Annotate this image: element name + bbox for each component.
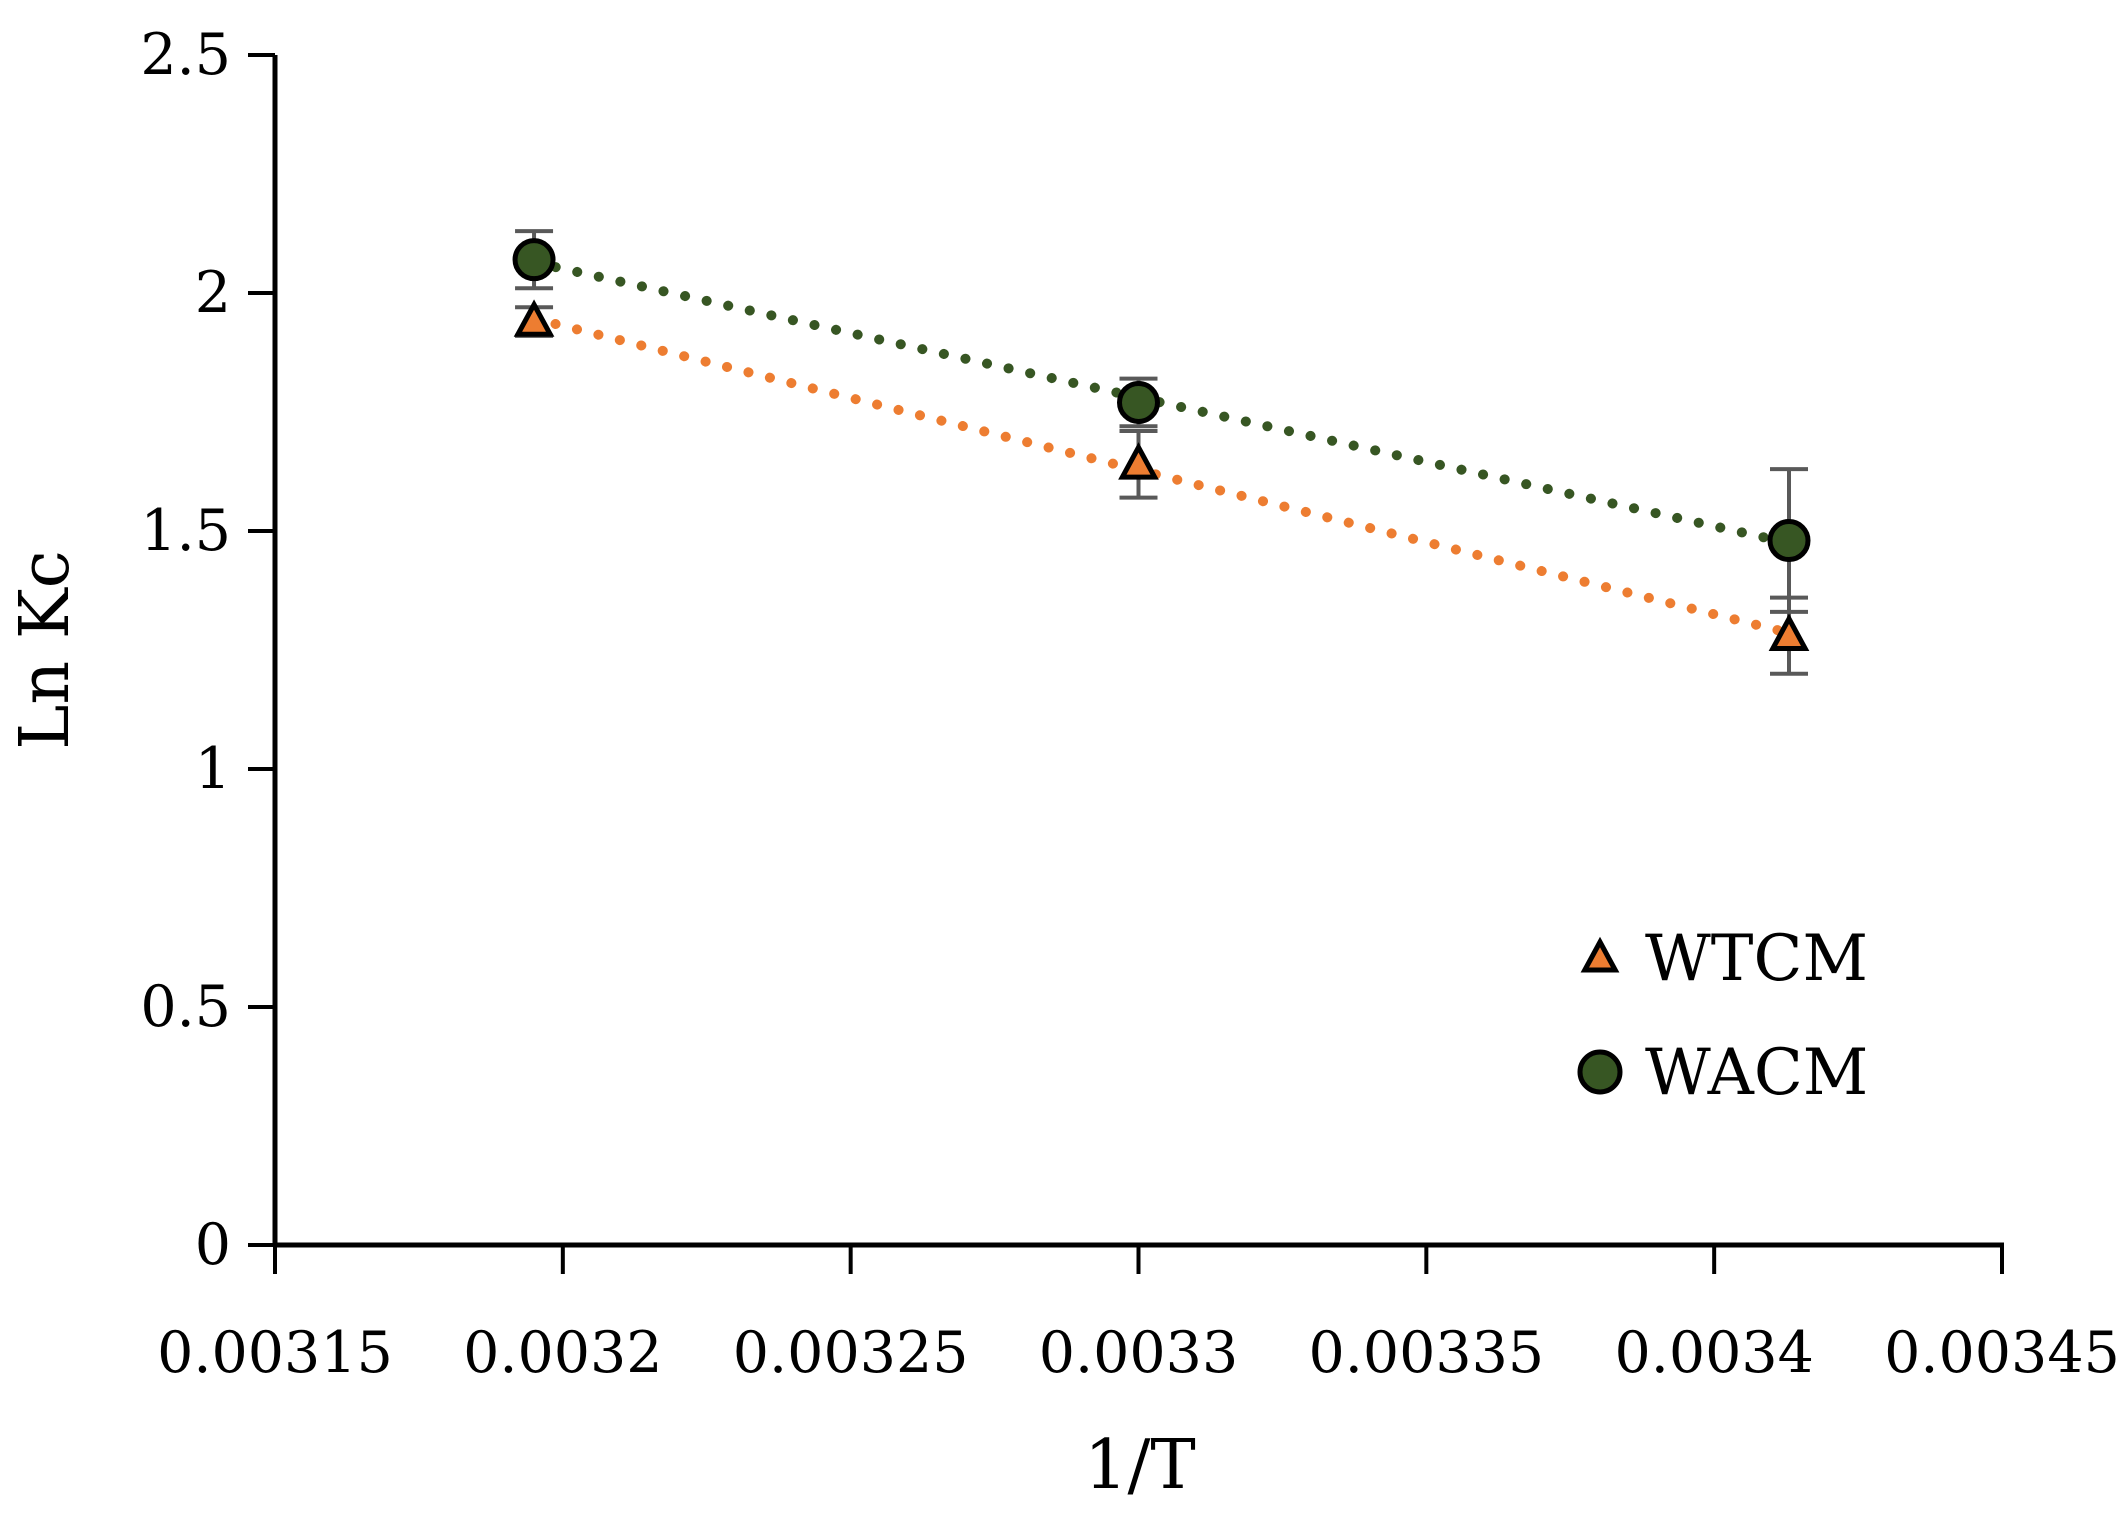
data-point-wtcm [1118, 442, 1159, 480]
trendline-wtcm [529, 313, 1795, 638]
x-tick-label: 0.0033 [1039, 1320, 1238, 1386]
legend-label-wtcm: WTCM [1645, 922, 1868, 996]
y-tick-label: 2.5 [140, 22, 231, 88]
x-tick-label: 0.00315 [157, 1320, 393, 1386]
data-point-wtcm [513, 299, 555, 337]
y-tick-label: 1.5 [140, 498, 231, 564]
data-point-wacm [1117, 380, 1160, 424]
y-tick-label: 0 [195, 1212, 231, 1278]
trendlines [529, 257, 1795, 638]
x-tick-label: 0.00325 [733, 1320, 969, 1386]
trendline-wacm [529, 257, 1795, 548]
x-tick-label: 0.0034 [1614, 1320, 1813, 1386]
data-point-wacm [1767, 519, 1811, 563]
legend-marker-wtcm [1580, 936, 1620, 973]
y-tick-label: 2 [195, 260, 231, 326]
y-tick-label: 1 [195, 736, 231, 802]
legend-label-wacm: WACM [1645, 1036, 1868, 1110]
x-tick-label: 0.00335 [1308, 1320, 1544, 1386]
data-point-wacm [512, 238, 556, 282]
y-tick-label: 0.5 [140, 974, 231, 1040]
x-axis-title: 1/T [1084, 1426, 1196, 1505]
data-point-wtcm [1768, 613, 1810, 651]
data-markers [512, 238, 1811, 651]
axes: 0 0.5 1 1.5 2 2.5 0.00315 0.0032 0.00325 0.0033 0.… [140, 22, 2120, 1386]
y-axis-title: Ln Kc [6, 550, 85, 749]
x-tick-label: 0.00345 [1884, 1320, 2120, 1386]
legend-marker-wacm [1577, 1049, 1623, 1095]
x-tick-label: 0.0032 [463, 1320, 662, 1386]
legend: WTCM WACM [1577, 922, 1868, 1110]
